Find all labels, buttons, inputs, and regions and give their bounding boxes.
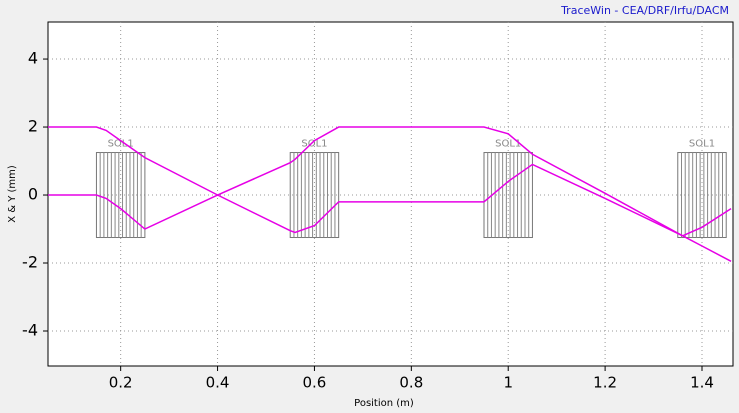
series-line <box>48 126 732 262</box>
element-label: SOL1 <box>301 139 327 150</box>
x-tick-label: 1.4 <box>690 374 714 392</box>
x-tick-label: 0.8 <box>399 374 423 392</box>
element-box <box>289 152 340 239</box>
y-tick-label: -4 <box>22 320 38 339</box>
y-tick-label: -2 <box>22 253 38 272</box>
plot-area <box>47 21 734 367</box>
element-label: SOL1 <box>495 139 521 150</box>
x-tick-label: 1 <box>503 374 513 392</box>
y-tick-label: 0 <box>28 185 38 204</box>
x-tick-label: 1.2 <box>593 374 617 392</box>
x-tick-label: 0.6 <box>303 374 327 392</box>
y-tick-label: 2 <box>28 117 38 136</box>
y-axis-label: X & Y (mm) <box>7 165 18 223</box>
element-box <box>677 152 727 239</box>
y-tick-label: 4 <box>28 49 38 68</box>
x-tick-label: 0.2 <box>109 374 133 392</box>
element-label: SOL1 <box>689 139 715 150</box>
element-box <box>483 152 533 239</box>
element-label: SOL1 <box>108 139 134 150</box>
x-axis-label: Position (m) <box>354 398 414 409</box>
chart-title: TraceWin - CEA/DRF/Irfu/DACM <box>560 4 729 17</box>
x-tick-label: 0.4 <box>206 374 230 392</box>
series-line <box>48 126 732 237</box>
